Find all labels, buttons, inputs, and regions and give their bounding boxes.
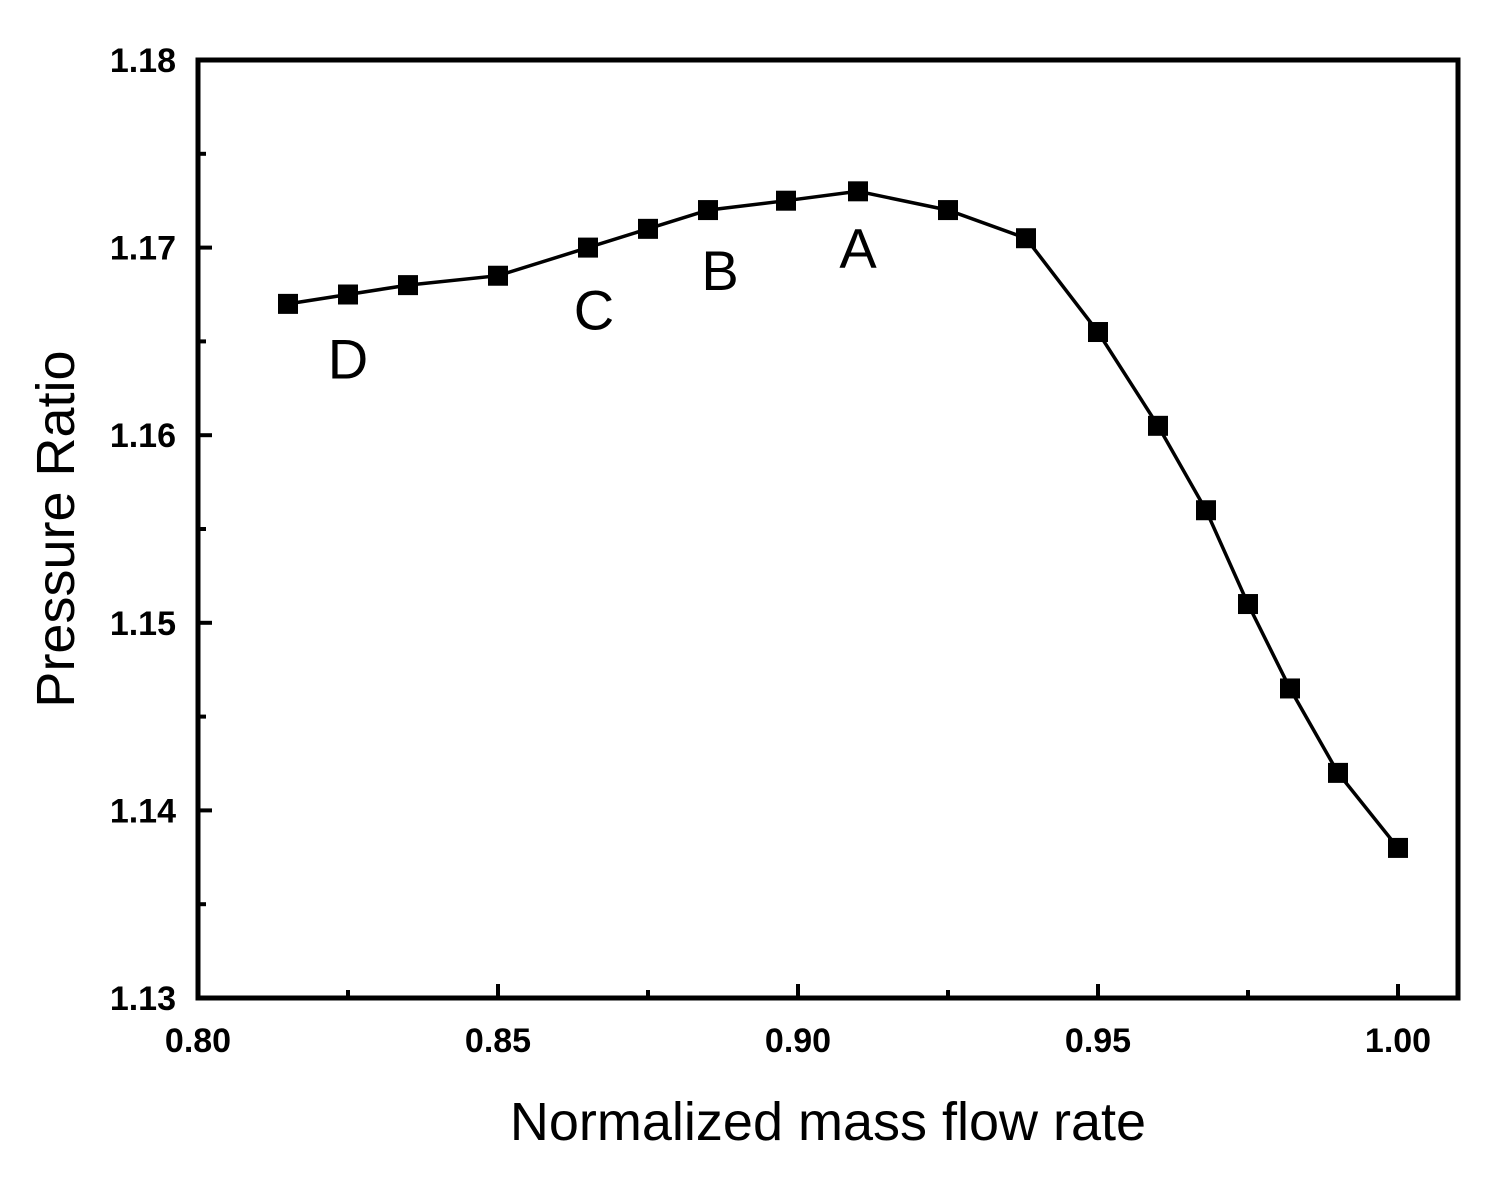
y-tick-label: 1.15 bbox=[110, 605, 176, 643]
y-tick-label: 1.14 bbox=[110, 792, 176, 830]
data-point-marker bbox=[776, 190, 796, 211]
x-tick-label: 1.00 bbox=[1365, 1022, 1431, 1060]
data-point-marker bbox=[1088, 322, 1108, 343]
y-tick-label: 1.13 bbox=[110, 980, 176, 1018]
point-label-a: A bbox=[839, 217, 877, 280]
point-label-c: C bbox=[574, 279, 614, 342]
y-tick-label: 1.18 bbox=[110, 42, 176, 80]
point-label-d: D bbox=[328, 327, 368, 390]
plot-frame bbox=[195, 57, 1461, 1001]
data-point-marker bbox=[338, 284, 358, 305]
data-point-marker bbox=[1280, 678, 1300, 699]
data-point-marker bbox=[638, 218, 658, 239]
data-point-marker bbox=[848, 181, 868, 202]
data-point-marker bbox=[1238, 594, 1258, 615]
data-point-marker bbox=[938, 200, 958, 221]
x-tick-label: 0.85 bbox=[465, 1022, 531, 1060]
y-axis-title: Pressure Ratio bbox=[26, 350, 86, 707]
data-point-marker bbox=[1148, 415, 1168, 436]
axis-layer: 0.80 0.85 0.90 0.95 1.00 1.13 1.14 1.15 1.16 1.17… bbox=[110, 42, 1431, 1060]
x-tick-label: 0.80 bbox=[165, 1022, 231, 1060]
x-tick-label: 0.90 bbox=[765, 1022, 831, 1060]
series-line bbox=[287, 189, 1400, 849]
data-point-marker bbox=[1388, 837, 1408, 858]
data-point-marker bbox=[578, 237, 598, 258]
x-tick-label: 0.95 bbox=[1065, 1022, 1131, 1060]
annotation-layer: A B C D bbox=[328, 217, 878, 391]
y-tick-label: 1.16 bbox=[110, 417, 176, 455]
data-point-marker bbox=[1196, 500, 1216, 521]
point-label-b: B bbox=[701, 239, 738, 302]
data-point-marker bbox=[1016, 228, 1036, 249]
data-point-marker bbox=[1328, 762, 1348, 783]
data-point-marker bbox=[698, 200, 718, 221]
x-axis-title: Normalized mass flow rate bbox=[510, 1092, 1146, 1152]
y-tick-label: 1.17 bbox=[110, 230, 176, 268]
data-point-marker bbox=[398, 275, 418, 296]
data-point-marker bbox=[488, 265, 508, 286]
series-layer bbox=[278, 181, 1408, 858]
data-point-marker bbox=[278, 293, 298, 314]
